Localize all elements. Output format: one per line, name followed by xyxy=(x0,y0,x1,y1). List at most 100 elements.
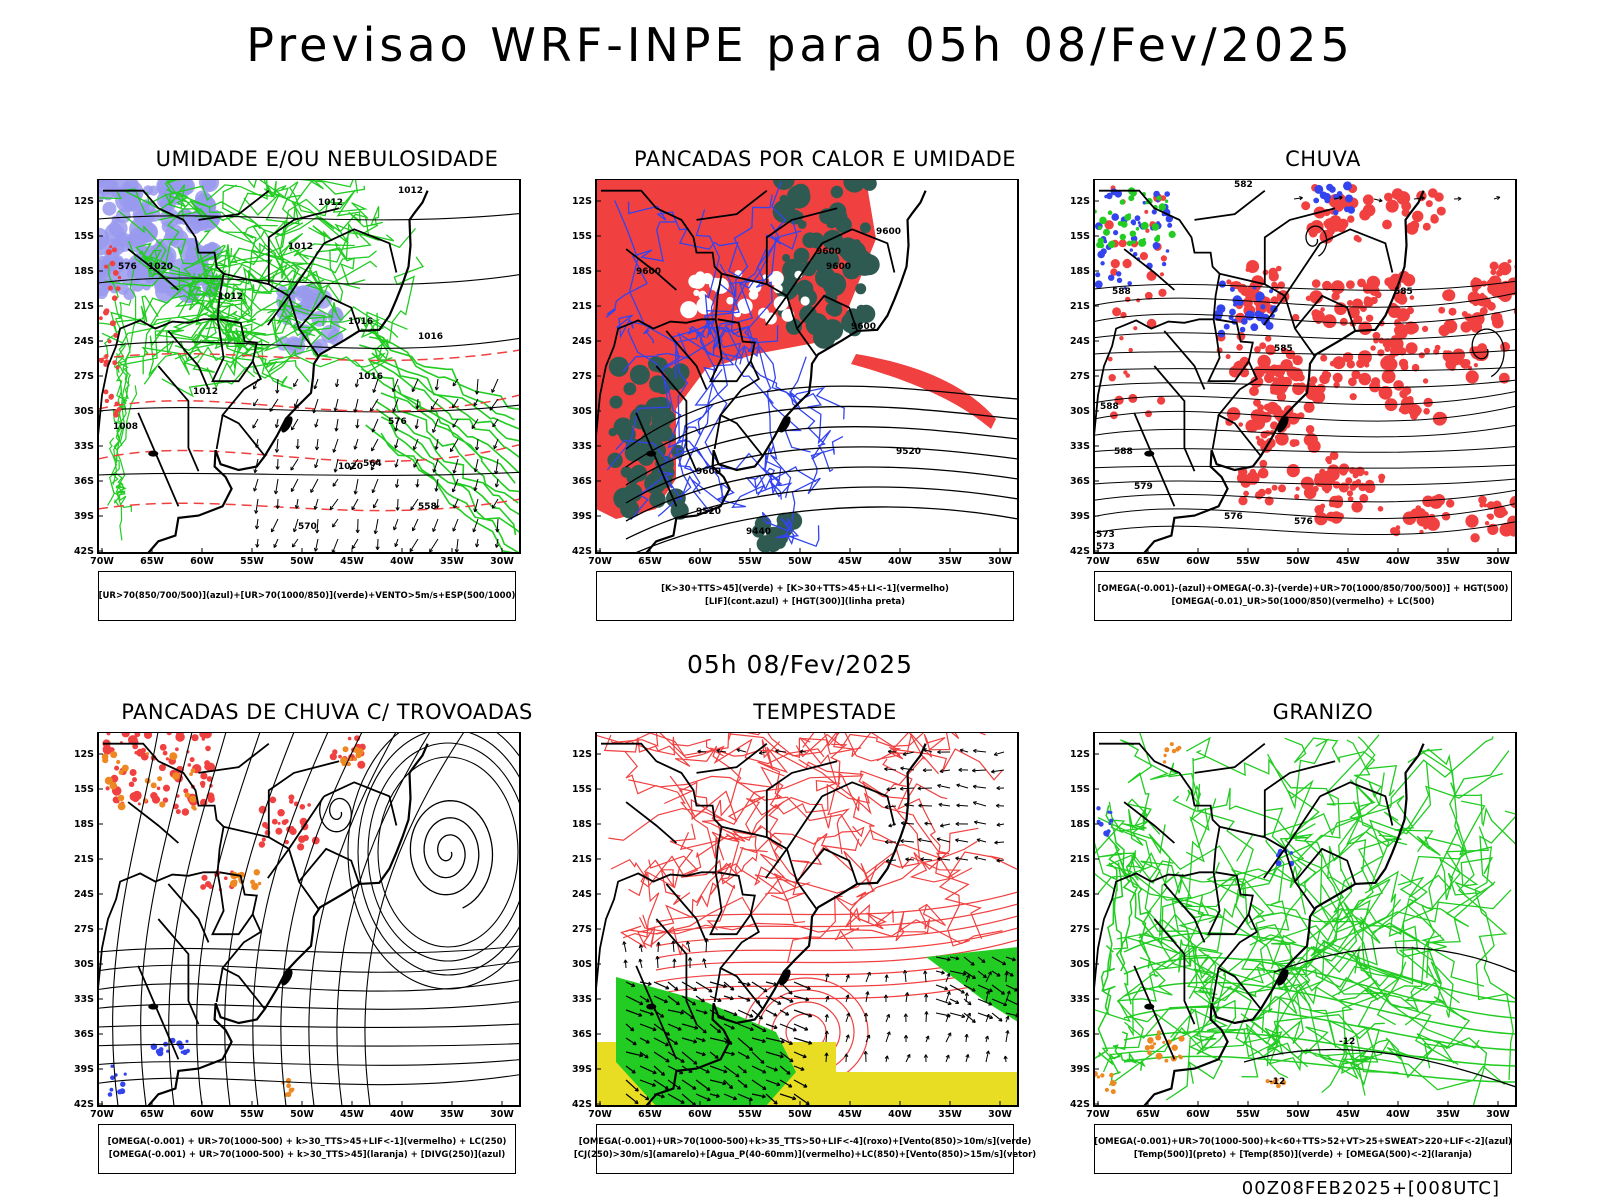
lat-tick-label: 18S xyxy=(1070,266,1090,277)
legend-line: [OMEGA(-0.001)-(azul)+OMEGA(-0.3)-(verde… xyxy=(1097,584,1509,594)
lat-tick-label: 33S xyxy=(1070,994,1090,1005)
contour-label: 573 xyxy=(1096,530,1115,540)
lat-tick-label: 12S xyxy=(1070,749,1090,760)
lat-tick-label: 21S xyxy=(1070,854,1090,865)
contour-label: 588 xyxy=(1112,287,1131,297)
legend-line: [UR>70(850/700/500)](azul)+[UR>70(1000/8… xyxy=(98,590,516,601)
lat-tick-label: 15S xyxy=(74,784,94,795)
contour-label: 573 xyxy=(1096,542,1115,552)
lat-tick-label: 18S xyxy=(1070,819,1090,830)
lat-tick-label: 39S xyxy=(1070,511,1090,522)
lat-tick-label: 39S xyxy=(74,1064,94,1075)
lon-tick-label: 60W xyxy=(1186,556,1210,567)
lat-tick-label: 21S xyxy=(74,301,94,312)
contour-label: 588 xyxy=(1114,447,1133,457)
panel-title: UMIDADE E/OU NEBULOSIDADE xyxy=(155,147,499,171)
lon-tick-label: 30W xyxy=(1486,1109,1510,1120)
contour-label: 582 xyxy=(1234,180,1253,190)
lon-tick-label: 35W xyxy=(440,556,464,567)
lat-tick-label: 42S xyxy=(74,1099,94,1110)
lat-tick-label: 24S xyxy=(1070,889,1090,900)
legend-line: [Temp(500)](preto) + [Temp(850)](verde) … xyxy=(1133,1150,1473,1160)
lon-tick-label: 60W xyxy=(1186,1109,1210,1120)
lon-tick-label: 45W xyxy=(838,1109,862,1120)
legend-box: [UR>70(850/700/500)](azul)+[UR>70(1000/8… xyxy=(98,571,516,621)
lon-tick-label: 55W xyxy=(240,1109,264,1120)
lat-tick-label: 27S xyxy=(1070,371,1090,382)
panel-title: GRANIZO xyxy=(1272,700,1374,724)
lon-tick-label: 70W xyxy=(1086,1109,1110,1120)
lon-tick-label: 60W xyxy=(688,1109,712,1120)
lat-tick-label: 33S xyxy=(74,994,94,1005)
lon-tick-label: 35W xyxy=(1436,1109,1460,1120)
lat-tick-label: 18S xyxy=(74,266,94,277)
lat-tick-label: 27S xyxy=(74,924,94,935)
lat-tick-label: 36S xyxy=(1070,476,1090,487)
lat-tick-label: 24S xyxy=(572,336,592,347)
legend-box: [OMEGA(-0.001)-(azul)+OMEGA(-0.3)-(verde… xyxy=(1094,571,1512,621)
lon-tick-label: 30W xyxy=(988,1109,1012,1120)
lat-tick-label: 30S xyxy=(74,959,94,970)
lat-tick-label: 15S xyxy=(572,231,592,242)
contour-label: 576 xyxy=(1294,517,1313,527)
lon-tick-label: 70W xyxy=(588,556,612,567)
map-frame xyxy=(1093,732,1517,1107)
map-plot: -12 -12 12S 15S 18S 21S 24S 27S 30S 33S 36S 39S 42S7… xyxy=(1070,732,1517,1120)
contour-label: 564 xyxy=(363,459,382,469)
lat-tick-label: 42S xyxy=(1070,1099,1090,1110)
forecast-time-label: 05h 08/Fev/2025 xyxy=(686,650,914,679)
lon-tick-label: 40W xyxy=(1386,1109,1410,1120)
lat-tick-label: 36S xyxy=(1070,1029,1090,1040)
lon-tick-label: 70W xyxy=(90,1109,114,1120)
lon-tick-label: 65W xyxy=(638,556,662,567)
contour-label: -12 xyxy=(1269,1077,1285,1087)
contour-label: 9600 xyxy=(816,247,841,257)
lon-tick-label: 50W xyxy=(788,556,812,567)
lon-tick-label: 55W xyxy=(1236,556,1260,567)
contour-label: 1012 xyxy=(318,198,343,208)
legend-line: [K>30+TTS>45](verde) + [K>30+TTS>45+LI<-… xyxy=(661,584,949,594)
panel-title: PANCADAS DE CHUVA C/ TROVOADAS xyxy=(121,700,533,724)
lat-tick-label: 39S xyxy=(74,511,94,522)
map-frame xyxy=(595,732,1019,1107)
lon-tick-label: 65W xyxy=(1136,556,1160,567)
contour-label: 1016 xyxy=(358,372,383,382)
lat-tick-label: 36S xyxy=(74,476,94,487)
panel-title: CHUVA xyxy=(1285,147,1361,171)
map-frame xyxy=(97,732,521,1107)
lon-tick-label: 60W xyxy=(688,556,712,567)
lon-tick-label: 50W xyxy=(290,1109,314,1120)
lat-tick-label: 33S xyxy=(74,441,94,452)
lat-tick-label: 30S xyxy=(1070,959,1090,970)
lon-tick-label: 65W xyxy=(140,1109,164,1120)
contour-label: 1020 xyxy=(338,462,363,472)
lat-tick-label: 27S xyxy=(74,371,94,382)
contour-label: 9600 xyxy=(696,467,721,477)
legend-box: [OMEGA(-0.001) + UR>70(1000-500) + k>30_… xyxy=(98,1124,516,1174)
legend-line: [OMEGA(-0.001)+UR>70(1000-500)+k>35_TTS>… xyxy=(578,1137,1032,1147)
legend-line: [OMEGA(-0.01)_UR>50(1000/850)(vermelho) … xyxy=(1171,597,1435,607)
lon-tick-label: 70W xyxy=(1086,556,1110,567)
lat-tick-label: 24S xyxy=(572,889,592,900)
lon-tick-label: 55W xyxy=(240,556,264,567)
legend-line: [OMEGA(-0.001) + UR>70(1000-500) + k>30_… xyxy=(108,1150,506,1160)
contour-label: 576 xyxy=(388,417,407,427)
map-plot: 582 585 588 585 588 588 579 576 573 573 576 12S 15S 1… xyxy=(1070,179,1517,567)
legend-box: [OMEGA(-0.001)+UR>70(1000-500)+k>35_TTS>… xyxy=(574,1124,1036,1174)
legend-line: [OMEGA(-0.001)+UR>70(1000-500)+k<60+TTS>… xyxy=(1094,1137,1512,1147)
lat-tick-label: 27S xyxy=(1070,924,1090,935)
model-run-label: 00Z08FEB2025+[008UTC] xyxy=(1241,1178,1500,1199)
lat-tick-label: 12S xyxy=(74,749,94,760)
contour-label: 585 xyxy=(1274,344,1293,354)
lon-tick-label: 45W xyxy=(1336,556,1360,567)
contour-label: 1012 xyxy=(398,186,423,196)
contour-label: 558 xyxy=(418,502,437,512)
lat-tick-label: 42S xyxy=(74,546,94,557)
lon-tick-label: 45W xyxy=(838,556,862,567)
lat-tick-label: 15S xyxy=(1070,784,1090,795)
lon-tick-label: 65W xyxy=(140,556,164,567)
contour-label: 576 xyxy=(118,262,137,272)
lon-tick-label: 45W xyxy=(1336,1109,1360,1120)
